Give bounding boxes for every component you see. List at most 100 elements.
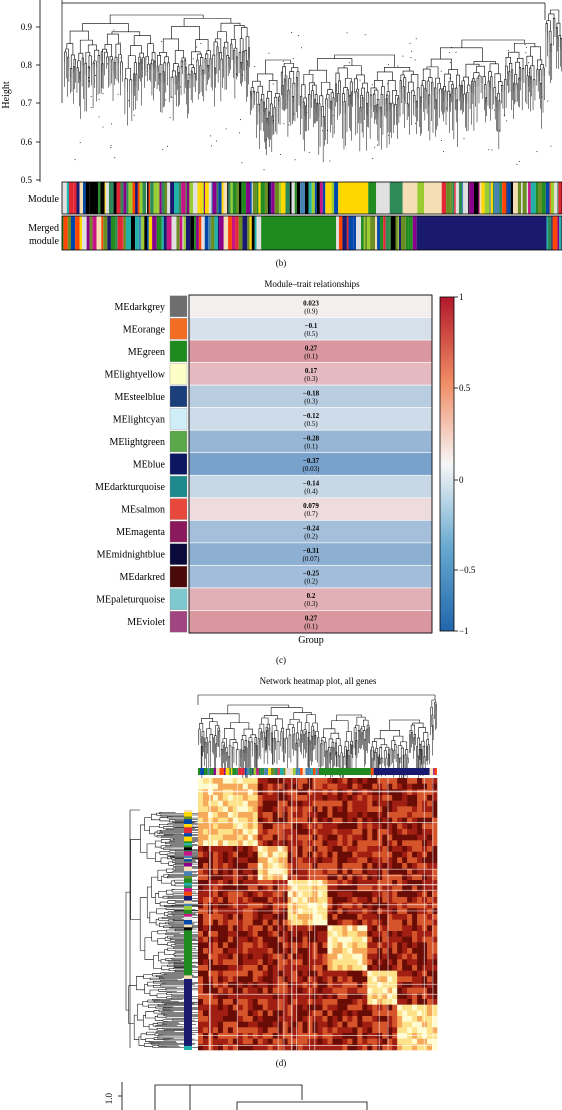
heatmap-tile: [247, 982, 254, 988]
heatmap-tile: [367, 1027, 373, 1034]
heatmap-tile: [417, 857, 423, 864]
heatmap-tile: [277, 948, 283, 954]
heatmap-tile: [382, 919, 388, 926]
heatmap-tile: [237, 942, 244, 949]
heatmap-tile: [277, 897, 283, 903]
dendrogram-branch: [312, 722, 318, 732]
panel-d-caption: (d): [276, 1058, 287, 1068]
dendrogram-branch: [385, 98, 388, 112]
module-color-segment: [108, 182, 114, 214]
heatmap-tile: [432, 999, 438, 1005]
heatmap-tile: [257, 863, 264, 869]
heatmap-tile: [198, 908, 204, 915]
module-color-segment: [481, 182, 485, 214]
heatmap-tile: [287, 999, 293, 1005]
heatmap-tile: [362, 1027, 368, 1034]
heatmap-tile: [332, 959, 338, 966]
heatmap-tile: [357, 783, 363, 790]
dendrogram-branch: [163, 834, 174, 836]
heatmap-tile: [307, 914, 313, 920]
heatmap-tile: [212, 1016, 219, 1022]
heatmap-tile: [287, 846, 293, 852]
dendrogram-branch: [423, 756, 426, 758]
heatmap-tile: [272, 851, 278, 858]
heatmap-tile: [302, 942, 308, 949]
panel-e-ytick-label: 1.0: [104, 1093, 114, 1105]
module-color-segment: [76, 182, 80, 214]
module-color-segment: [526, 182, 529, 214]
dendrogram-branch: [243, 728, 253, 736]
heatmap-tile: [282, 948, 288, 954]
heatmap-tile: [332, 976, 338, 983]
dendrogram-branch: [154, 1016, 163, 1021]
dendrogram-branch: [79, 39, 93, 54]
heatmap-tile: [387, 800, 393, 807]
heatmap-tile: [372, 902, 378, 909]
heatmap-tile: [262, 925, 269, 932]
dendrogram-branch: [178, 72, 180, 82]
heatmap-tile: [362, 800, 368, 807]
dendrogram-branch: [159, 830, 164, 832]
dendrogram-branch: [224, 41, 229, 56]
heatmap-tile: [367, 999, 373, 1005]
heatmap-tile: [222, 1010, 229, 1017]
heatmap-tile: [327, 942, 333, 949]
heatmap-tile: [237, 953, 244, 960]
heatmap-tile: [402, 993, 408, 1000]
merged-module-color-segment: [138, 216, 142, 250]
dendrogram-branch: [389, 719, 420, 731]
heatmap-tile: [277, 1021, 283, 1028]
module-swatch: [169, 611, 188, 633]
heatmap-tile: [257, 1021, 264, 1028]
module-color-segment: [290, 768, 293, 775]
heatmap-tile: [347, 834, 353, 841]
heatmap-tile: [427, 840, 433, 847]
dendrogram-branch: [311, 90, 314, 99]
heatmap-tile: [257, 902, 264, 909]
heatmap-tile: [332, 795, 338, 801]
heatmap-tile: [362, 834, 368, 841]
heatmap-tile: [282, 812, 288, 818]
dendrogram-branch: [418, 727, 426, 739]
heatmap-tile: [267, 948, 273, 954]
heatmap-tile: [242, 851, 249, 858]
heatmap-tile: [267, 931, 273, 937]
heatmap-tile: [392, 931, 398, 937]
heatmap-tile: [362, 987, 368, 994]
dendrogram-branch: [188, 64, 194, 75]
heatmap-tile: [362, 993, 368, 1000]
merged-module-color-segment: [63, 216, 68, 250]
dendrogram-branch: [162, 847, 173, 850]
heatmap-tile: [362, 1004, 368, 1011]
heatmap-tile: [367, 987, 373, 994]
heatmap-tile: [262, 1021, 269, 1028]
heatmap-tile: [207, 1044, 214, 1051]
dendrogram-branch: [477, 75, 482, 84]
heatmap-tile: [252, 846, 259, 852]
dendrogram-dot: [169, 117, 171, 119]
heatmap-tile: [212, 880, 219, 886]
heatmap-tile: [357, 931, 363, 937]
dendrogram-branch: [340, 752, 343, 758]
heatmap-tile: [427, 959, 433, 966]
heatmap-tile: [377, 840, 383, 847]
heatmap-tile: [227, 914, 234, 920]
heatmap-tile: [362, 936, 368, 943]
heatmap-tile: [247, 863, 254, 869]
row-label: MElightcyan: [113, 414, 165, 425]
heatmap-tile: [377, 948, 383, 954]
dendrogram-branch: [153, 955, 162, 969]
heatmap-tile: [317, 982, 323, 988]
heatmap-tile: [252, 914, 259, 920]
heatmap-tile: [222, 948, 229, 954]
heatmap-tile: [347, 925, 353, 932]
dendrogram-branch: [508, 71, 511, 80]
merged-module-color-segment: [338, 216, 343, 250]
dendrogram-branch: [167, 896, 175, 899]
dendrogram-branch: [109, 14, 204, 24]
heatmap-tile: [302, 874, 308, 881]
heatmap-tile: [247, 1021, 254, 1028]
heatmap-tile: [302, 1016, 308, 1022]
heatmap-tile: [242, 1010, 249, 1017]
heatmap-tile: [212, 789, 219, 796]
